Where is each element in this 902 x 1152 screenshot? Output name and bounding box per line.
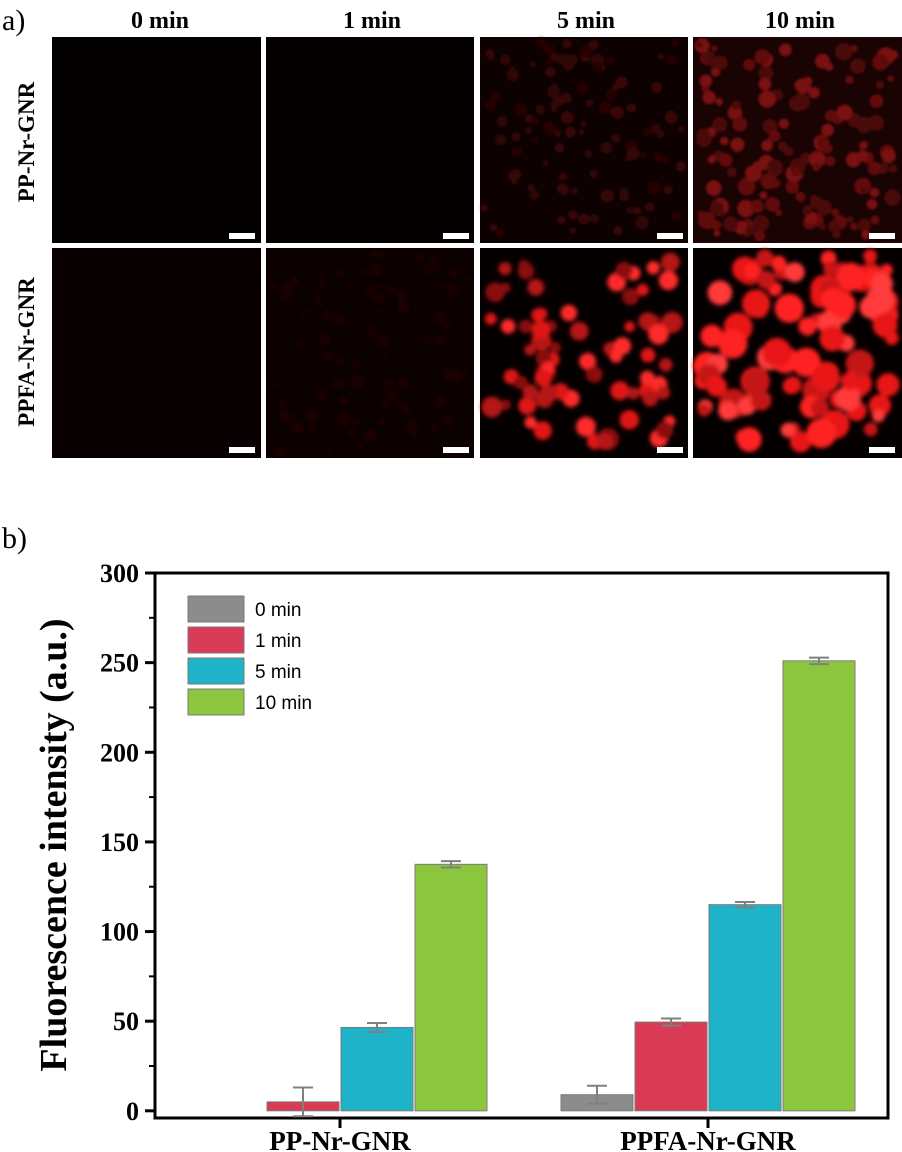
row-label-0: PP-Nr-GNR — [14, 81, 39, 202]
y-tick-label: 100 — [100, 918, 139, 947]
error-bar — [809, 656, 829, 666]
legend-swatch — [187, 688, 245, 716]
column-label-1: 1 min — [343, 8, 401, 34]
panel-b-label: b) — [2, 522, 27, 555]
micrograph-pp-10min — [693, 37, 902, 243]
micrograph-ppfa-1min — [266, 248, 474, 458]
micrograph-ppfa-0min — [52, 248, 261, 458]
bar-pp-nr-gnr-10min — [414, 863, 488, 1112]
panel-a-label: a) — [2, 4, 25, 37]
micrograph-pp-0min — [52, 37, 261, 243]
error-bar — [367, 1021, 387, 1033]
y-tick-label: 0 — [126, 1097, 139, 1126]
y-tick-label: 150 — [100, 828, 139, 857]
error-bar — [735, 900, 755, 909]
error-bar — [661, 1017, 681, 1027]
column-label-0: 0 min — [131, 8, 189, 34]
y-tick-label: 50 — [113, 1007, 139, 1036]
row-label-1: PPFA-Nr-GNR — [14, 277, 39, 427]
legend: 0 min 1 min 5 min 10 min — [187, 595, 312, 716]
bar-pp-nr-gnr-5min — [340, 1026, 414, 1112]
legend-label: 10 min — [255, 693, 312, 714]
bar-ppfa-nr-gnr-5min — [708, 904, 782, 1112]
legend-label: 0 min — [255, 600, 301, 621]
micrograph-pp-5min — [480, 37, 688, 243]
legend-swatch — [187, 595, 245, 623]
column-label-3: 10 min — [765, 8, 835, 34]
column-label-2: 5 min — [557, 8, 615, 34]
micrograph-ppfa-10min — [693, 248, 902, 458]
legend-swatch — [187, 626, 245, 654]
x-tick-label: PP-Nr-GNR — [269, 1126, 411, 1152]
micrograph-ppfa-5min — [480, 248, 688, 458]
bar-ppfa-nr-gnr-10min — [782, 660, 856, 1112]
error-bar — [293, 1086, 313, 1118]
y-tick-label: 200 — [100, 738, 139, 767]
error-bar — [587, 1084, 607, 1105]
bar-ppfa-nr-gnr-1min — [634, 1021, 708, 1112]
x-tick-label: PPFA-Nr-GNR — [620, 1126, 796, 1152]
legend-label: 1 min — [255, 631, 301, 652]
legend-label: 5 min — [255, 662, 301, 683]
y-tick-label: 250 — [100, 649, 139, 678]
y-tick-label: 300 — [100, 559, 139, 588]
bar-chart: 0 50 100 150 200 250 300 PP-Nr-GNR PPFA-Nr-GNR 0 … — [100, 559, 890, 1152]
legend-swatch — [187, 657, 245, 685]
micrograph-pp-1min — [266, 37, 474, 243]
error-bar — [441, 860, 461, 869]
panel-a: a) 0 min 1 min 5 min 10 min PP-Nr-GNR PP… — [2, 4, 902, 458]
panel-b: b) Fluorescence intensity (a.u.) 0 50 100 1… — [2, 522, 890, 1152]
y-axis-label: Fluorescence intensity (a.u.) — [33, 618, 75, 1071]
plot-frame — [153, 571, 890, 1120]
